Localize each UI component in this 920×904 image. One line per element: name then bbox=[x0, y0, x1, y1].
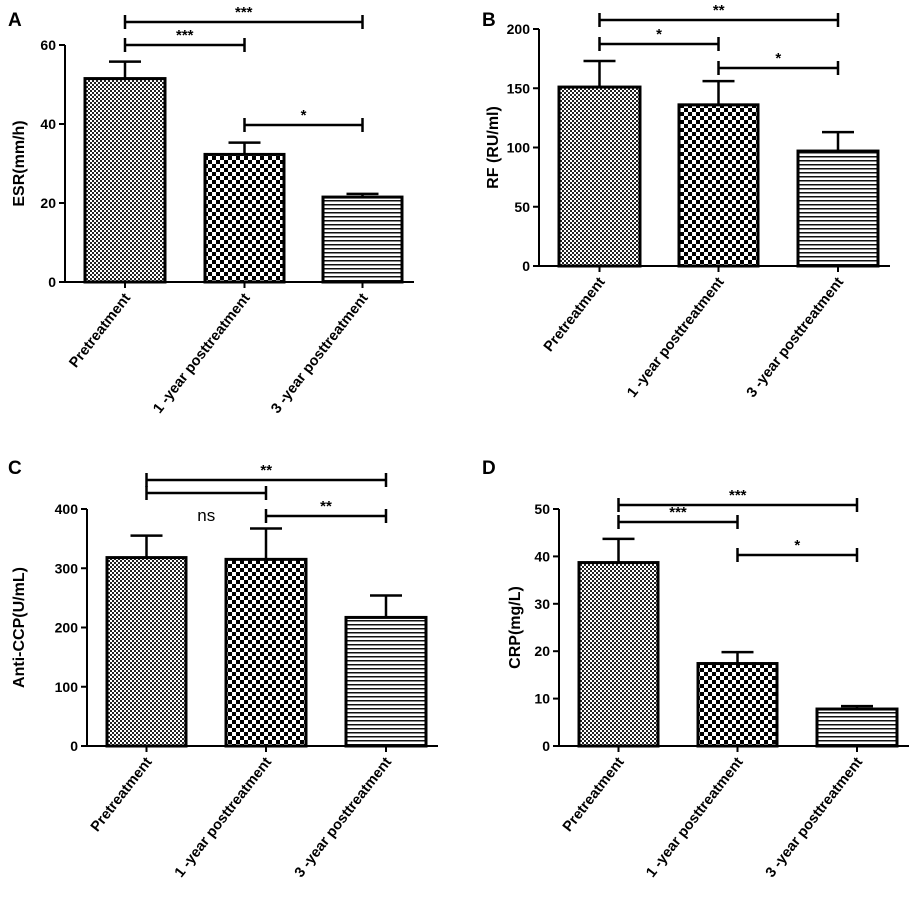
y-tick-label: 100 bbox=[507, 140, 531, 156]
chart-panel-b: B RF (RU/ml) 0 50 100 150 200 Pretreatment 1 -ye… bbox=[482, 2, 890, 401]
panel-letter: A bbox=[8, 10, 22, 31]
y-tick-label: 200 bbox=[55, 620, 79, 636]
bar bbox=[224, 557, 308, 748]
y-tick-label: 100 bbox=[55, 679, 79, 695]
bar bbox=[557, 85, 642, 268]
bar bbox=[677, 103, 760, 268]
x-tick-label: Pretreatment bbox=[88, 754, 156, 834]
bar bbox=[321, 195, 404, 284]
significance-label: *** bbox=[729, 487, 747, 504]
y-tick-label: 150 bbox=[507, 80, 531, 96]
bar bbox=[796, 149, 880, 268]
y-axis-label: Anti-CCP(U/mL) bbox=[11, 567, 28, 688]
y-tick-label: 20 bbox=[534, 643, 550, 659]
significance-label: * bbox=[656, 26, 662, 43]
significance-label: ** bbox=[260, 462, 272, 479]
y-tick-label: 10 bbox=[534, 691, 550, 707]
y-tick-label: 50 bbox=[534, 501, 550, 517]
y-tick-label: 50 bbox=[514, 199, 530, 215]
x-tick-label: 1 -year posttreatment bbox=[172, 754, 276, 880]
panel-letter: B bbox=[482, 10, 496, 31]
y-tick-label: 20 bbox=[40, 195, 56, 211]
bar bbox=[577, 561, 660, 748]
significance-label: ** bbox=[713, 2, 725, 19]
x-tick-label: 3 -year posttreatment bbox=[292, 754, 396, 880]
x-tick-label: Pretreatment bbox=[541, 274, 609, 354]
y-tick-label: 30 bbox=[534, 596, 550, 612]
bar bbox=[696, 662, 779, 748]
bar bbox=[203, 152, 286, 284]
y-tick-label: 0 bbox=[542, 738, 550, 754]
bar bbox=[815, 707, 899, 748]
x-tick-label: Pretreatment bbox=[560, 754, 628, 834]
y-tick-label: 0 bbox=[522, 258, 530, 274]
y-axis-label: ESR(mm/h) bbox=[11, 120, 28, 206]
y-axis-label: RF (RU/ml) bbox=[485, 106, 502, 189]
y-tick-label: 0 bbox=[48, 274, 56, 290]
y-tick-label: 200 bbox=[507, 21, 531, 37]
x-tick-label: 1 -year posttreatment bbox=[150, 290, 254, 416]
y-axis-label: CRP(mg/L) bbox=[507, 586, 524, 669]
x-tick-label: Pretreatment bbox=[66, 290, 134, 370]
x-tick-label: 3 -year posttreatment bbox=[268, 290, 372, 416]
significance-label: * bbox=[775, 50, 781, 67]
panel-letter: C bbox=[8, 458, 22, 479]
y-tick-label: 400 bbox=[55, 501, 79, 517]
y-tick-label: 300 bbox=[55, 560, 79, 576]
chart-panel-d: D CRP(mg/L) 0 10 20 30 40 50 Pretreatment 1 -year… bbox=[482, 458, 909, 881]
y-tick-label: 40 bbox=[534, 548, 550, 564]
significance-label: *** bbox=[176, 27, 194, 44]
chart-panel-c: C Anti-CCP(U/mL) 0 100 200 300 400 Pretreatment… bbox=[8, 458, 438, 881]
significance-label: ns bbox=[197, 506, 215, 525]
x-tick-label: 1 -year posttreatment bbox=[643, 754, 747, 880]
significance-label: *** bbox=[669, 504, 687, 521]
x-tick-label: 3 -year posttreatment bbox=[763, 754, 867, 880]
chart-panel-a: A ESR(mm/h) 0 20 40 60 Pretreatment 1 -year pos… bbox=[8, 4, 414, 417]
bar bbox=[105, 556, 188, 748]
significance-label: * bbox=[794, 537, 800, 554]
significance-label: ** bbox=[320, 498, 332, 515]
significance-label: * bbox=[301, 107, 307, 124]
y-tick-label: 60 bbox=[40, 37, 56, 53]
x-tick-label: 1 -year posttreatment bbox=[624, 274, 728, 400]
bar bbox=[344, 615, 428, 748]
significance-label: *** bbox=[235, 4, 253, 21]
bar bbox=[83, 77, 167, 284]
y-tick-label: 0 bbox=[70, 738, 78, 754]
x-tick-label: 3 -year posttreatment bbox=[744, 274, 848, 400]
y-tick-label: 40 bbox=[40, 116, 56, 132]
panel-letter: D bbox=[482, 458, 496, 479]
